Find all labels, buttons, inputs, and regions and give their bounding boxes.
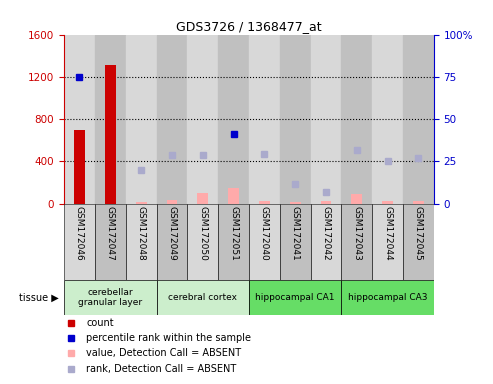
Bar [352, 194, 362, 204]
Bar [95, 204, 126, 280]
Bar [280, 35, 311, 204]
Text: GSM172043: GSM172043 [352, 206, 361, 261]
Bar [157, 280, 249, 315]
Bar [382, 201, 393, 204]
Bar [95, 35, 126, 204]
Text: GSM172046: GSM172046 [75, 206, 84, 261]
Bar [126, 204, 157, 280]
Text: percentile rank within the sample: percentile rank within the sample [86, 333, 251, 343]
Text: GSM172047: GSM172047 [106, 206, 115, 261]
Text: hippocampal CA3: hippocampal CA3 [348, 293, 427, 302]
Bar [228, 188, 239, 204]
Bar [64, 280, 157, 315]
Text: GSM172049: GSM172049 [168, 206, 176, 261]
Bar [64, 35, 95, 204]
Bar [197, 193, 208, 204]
Bar [311, 204, 341, 280]
Bar [187, 35, 218, 204]
Bar [74, 130, 85, 204]
Bar [136, 202, 146, 204]
Bar [280, 204, 311, 280]
Text: GSM172051: GSM172051 [229, 206, 238, 261]
Bar [413, 201, 424, 204]
Text: hippocampal CA1: hippocampal CA1 [255, 293, 335, 302]
Text: GSM172050: GSM172050 [198, 206, 207, 261]
Bar [126, 35, 157, 204]
Text: cerebellar
granular layer: cerebellar granular layer [78, 288, 142, 307]
Bar [290, 202, 301, 204]
Bar [249, 204, 280, 280]
Text: cerebral cortex: cerebral cortex [168, 293, 237, 302]
Bar [64, 204, 95, 280]
Bar [403, 35, 434, 204]
Text: GSM172048: GSM172048 [137, 206, 145, 261]
Bar [249, 35, 280, 204]
Bar [105, 65, 116, 204]
Bar [259, 201, 270, 204]
Text: rank, Detection Call = ABSENT: rank, Detection Call = ABSENT [86, 364, 237, 374]
Text: GSM172040: GSM172040 [260, 206, 269, 261]
Text: count: count [86, 318, 114, 328]
Text: value, Detection Call = ABSENT: value, Detection Call = ABSENT [86, 348, 242, 358]
Title: GDS3726 / 1368477_at: GDS3726 / 1368477_at [176, 20, 322, 33]
Bar [218, 35, 249, 204]
Bar [372, 204, 403, 280]
Text: GSM172044: GSM172044 [383, 206, 392, 260]
Bar [403, 204, 434, 280]
Text: GSM172041: GSM172041 [291, 206, 300, 261]
Bar [341, 204, 372, 280]
Text: tissue ▶: tissue ▶ [19, 293, 59, 303]
Bar [341, 35, 372, 204]
Bar [187, 204, 218, 280]
Text: GSM172042: GSM172042 [321, 206, 330, 260]
Bar [249, 280, 341, 315]
Bar [157, 204, 187, 280]
Bar [218, 204, 249, 280]
Bar [157, 35, 187, 204]
Bar [372, 35, 403, 204]
Bar [341, 280, 434, 315]
Bar [320, 201, 331, 204]
Bar [311, 35, 341, 204]
Text: GSM172045: GSM172045 [414, 206, 423, 261]
Bar [167, 200, 177, 204]
